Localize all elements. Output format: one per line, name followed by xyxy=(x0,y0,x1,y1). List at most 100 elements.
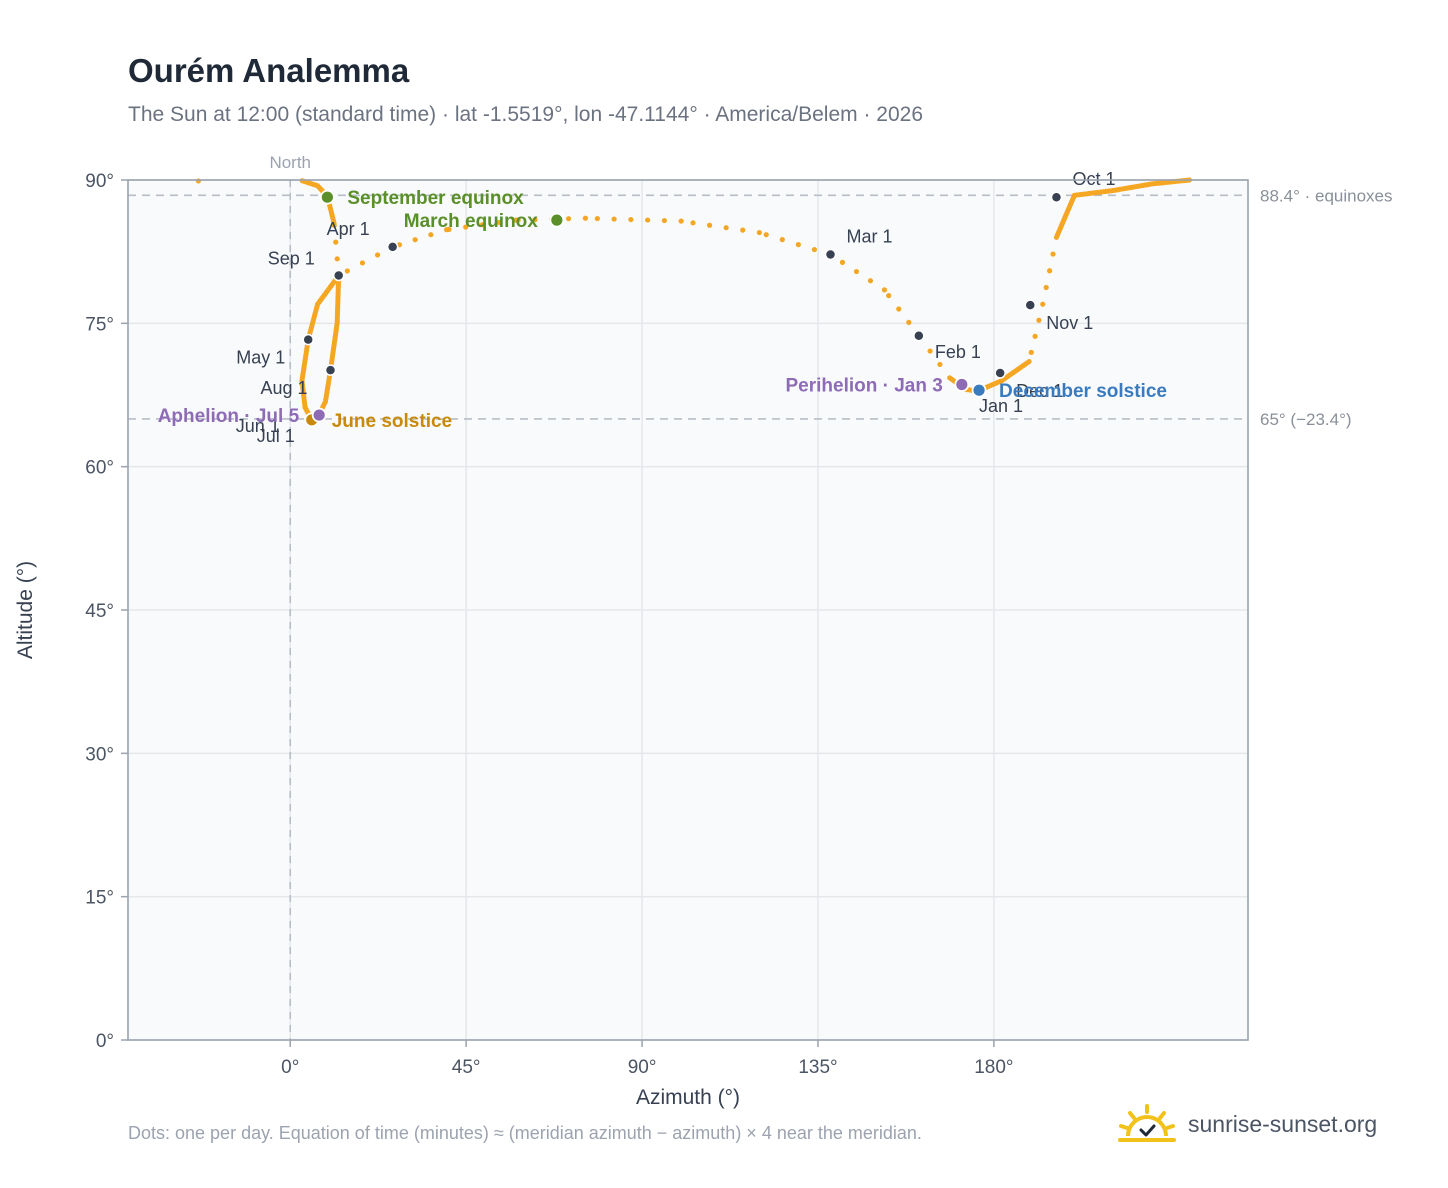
day-dot xyxy=(645,217,651,223)
day-dot xyxy=(795,242,801,248)
event-label: September equinox xyxy=(347,188,524,209)
month-marker xyxy=(332,269,345,282)
day-dot xyxy=(756,229,762,236)
x-tick-label: 180° xyxy=(974,1057,1013,1078)
day-dot xyxy=(334,256,340,262)
day-dot xyxy=(678,218,684,224)
day-dot xyxy=(532,217,538,223)
event-marker xyxy=(311,407,327,423)
day-dot xyxy=(937,361,943,368)
day-dot xyxy=(565,216,572,222)
day-dot xyxy=(1032,333,1038,339)
day-dot xyxy=(811,246,818,253)
grid-layer xyxy=(128,179,1248,1041)
day-dot xyxy=(444,227,450,233)
chart-title: Ourém Analemma xyxy=(128,52,410,89)
day-dot xyxy=(661,217,667,224)
day-dot xyxy=(496,219,502,226)
event-label: Aphelion · Jul 5 xyxy=(158,406,300,427)
day-dot xyxy=(706,222,713,228)
brand-name: sunrise-sunset.org xyxy=(1188,1110,1378,1137)
month-marker xyxy=(913,330,925,342)
day-dot xyxy=(359,260,366,266)
x-axis-label: Azimuth (°) xyxy=(636,1086,740,1109)
day-dot xyxy=(594,215,600,222)
day-dot xyxy=(779,237,785,243)
x-tick-label: 45° xyxy=(452,1057,481,1078)
analemma-curve-layer xyxy=(195,177,1192,423)
event-marker xyxy=(319,189,335,205)
day-dot xyxy=(723,225,729,231)
day-dot xyxy=(611,216,617,222)
day-dot xyxy=(513,217,519,223)
day-dot xyxy=(1050,251,1056,257)
x-tick-label: 135° xyxy=(798,1057,837,1078)
month-label: Nov 1 xyxy=(1046,313,1093,333)
day-dot xyxy=(896,306,902,312)
month-label: Jan 1 xyxy=(979,396,1023,416)
x-tick-label: 0° xyxy=(281,1057,299,1078)
event-marker xyxy=(954,377,970,392)
month-marker xyxy=(824,248,837,261)
day-dot xyxy=(1040,301,1046,307)
day-dot xyxy=(374,252,381,258)
y-tick-label: 15° xyxy=(85,888,114,909)
month-marker xyxy=(386,241,399,253)
y-tick-label: 75° xyxy=(85,314,114,335)
month-label: May 1 xyxy=(236,348,285,368)
event-marker xyxy=(549,212,565,228)
day-dot xyxy=(906,319,912,325)
y-axis-label: Altitude (°) xyxy=(14,561,37,659)
day-dot xyxy=(333,239,339,245)
day-dot xyxy=(628,216,634,223)
day-dot xyxy=(412,237,418,243)
month-label: Jul 1 xyxy=(257,426,295,446)
day-dot xyxy=(479,222,485,228)
day-dot xyxy=(947,375,953,381)
month-label: Apr 1 xyxy=(327,219,370,239)
day-dot xyxy=(344,268,350,274)
chart-subtitle: The Sun at 12:00 (standard time) · lat -… xyxy=(128,103,923,126)
day-dot xyxy=(1043,284,1049,291)
reference-label: 88.4° · equinoxes xyxy=(1260,186,1393,205)
day-dot xyxy=(1053,234,1060,240)
day-dot xyxy=(839,259,846,265)
event-label: December solstice xyxy=(999,381,1167,402)
month-label: Jun 1 xyxy=(236,416,280,436)
day-dot xyxy=(1047,268,1053,274)
brand[interactable]: sunrise-sunset.org xyxy=(1118,1100,1377,1148)
y-tick-label: 0° xyxy=(96,1031,114,1052)
sun-logo-icon xyxy=(1118,1104,1176,1142)
month-marker xyxy=(324,364,337,376)
day-dot xyxy=(763,232,769,238)
month-marker xyxy=(994,367,1006,379)
day-dot xyxy=(195,178,201,184)
y-tick-label: 60° xyxy=(85,458,114,479)
event-label: Perihelion · Jan 3 xyxy=(786,375,943,396)
day-dot xyxy=(690,220,696,226)
day-dot xyxy=(582,215,588,221)
month-label: Feb 1 xyxy=(935,342,981,362)
footnote: Dots: one per day. Equation of time (min… xyxy=(128,1123,922,1143)
day-dot xyxy=(428,232,434,238)
event-label: March equinox xyxy=(404,211,539,232)
day-dot xyxy=(867,278,874,284)
marker-layer xyxy=(302,189,1063,428)
month-label: Sep 1 xyxy=(268,249,315,269)
y-tick-label: 90° xyxy=(85,171,114,192)
day-dot xyxy=(463,224,469,230)
day-dot xyxy=(740,227,746,233)
y-tick-label: 45° xyxy=(85,601,114,622)
month-marker xyxy=(1024,299,1037,311)
month-label: Aug 1 xyxy=(260,378,307,398)
day-dot xyxy=(853,268,860,275)
month-label: Dec 1 xyxy=(1016,381,1063,401)
day-dot xyxy=(1036,317,1042,323)
x-tick-label: 90° xyxy=(628,1057,657,1078)
y-tick-label: 30° xyxy=(85,744,114,765)
event-label: June solstice xyxy=(332,411,452,432)
event-marker xyxy=(971,382,987,398)
